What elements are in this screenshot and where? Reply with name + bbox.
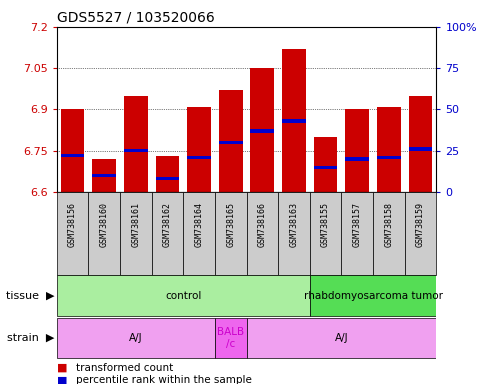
Bar xyxy=(219,141,243,144)
Text: control: control xyxy=(165,291,202,301)
Text: GSM738166: GSM738166 xyxy=(258,202,267,247)
Bar xyxy=(377,156,401,159)
Bar xyxy=(246,192,278,275)
Text: ■: ■ xyxy=(57,375,67,384)
Text: A/J: A/J xyxy=(129,333,142,343)
Text: tissue  ▶: tissue ▶ xyxy=(6,291,54,301)
Bar xyxy=(405,192,436,275)
Bar xyxy=(124,149,147,152)
Text: GSM738164: GSM738164 xyxy=(195,202,204,247)
Text: ■: ■ xyxy=(57,363,67,373)
Text: GSM738160: GSM738160 xyxy=(100,202,108,247)
Text: strain  ▶: strain ▶ xyxy=(7,333,54,343)
Bar xyxy=(278,192,310,275)
Bar xyxy=(346,109,369,192)
Bar xyxy=(219,90,243,192)
Text: GSM738158: GSM738158 xyxy=(385,202,393,247)
Bar xyxy=(92,159,116,192)
Text: rhabdomyosarcoma tumor: rhabdomyosarcoma tumor xyxy=(304,291,443,301)
Bar xyxy=(282,49,306,192)
Text: GSM738163: GSM738163 xyxy=(289,202,298,247)
Text: percentile rank within the sample: percentile rank within the sample xyxy=(76,375,252,384)
Bar xyxy=(250,129,274,132)
Text: A/J: A/J xyxy=(335,333,348,343)
Text: GDS5527 / 103520066: GDS5527 / 103520066 xyxy=(57,10,214,24)
Bar xyxy=(187,107,211,192)
Bar xyxy=(310,275,436,316)
Bar xyxy=(215,318,246,358)
Text: transformed count: transformed count xyxy=(76,363,174,373)
Bar xyxy=(61,154,84,157)
Text: BALB
/c: BALB /c xyxy=(217,327,244,349)
Bar xyxy=(124,96,147,192)
Text: GSM738162: GSM738162 xyxy=(163,202,172,247)
Text: GSM738156: GSM738156 xyxy=(68,202,77,247)
Bar xyxy=(409,147,432,151)
Bar xyxy=(250,68,274,192)
Text: GSM738159: GSM738159 xyxy=(416,202,425,247)
Bar xyxy=(120,192,152,275)
Bar xyxy=(187,156,211,159)
Bar xyxy=(215,192,246,275)
Bar xyxy=(61,109,84,192)
Bar xyxy=(57,275,310,316)
Bar xyxy=(346,157,369,161)
Bar xyxy=(409,96,432,192)
Text: GSM738155: GSM738155 xyxy=(321,202,330,247)
Bar xyxy=(246,318,436,358)
Bar xyxy=(92,174,116,177)
Bar xyxy=(57,318,215,358)
Bar xyxy=(152,192,183,275)
Bar xyxy=(373,192,405,275)
Text: GSM738157: GSM738157 xyxy=(352,202,362,247)
Bar xyxy=(88,192,120,275)
Bar xyxy=(282,119,306,122)
Bar xyxy=(156,156,179,192)
Bar xyxy=(57,192,88,275)
Text: GSM738165: GSM738165 xyxy=(226,202,235,247)
Bar xyxy=(310,192,341,275)
Bar xyxy=(377,107,401,192)
Bar xyxy=(183,192,215,275)
Bar xyxy=(341,192,373,275)
Bar xyxy=(314,137,337,192)
Text: GSM738161: GSM738161 xyxy=(131,202,141,247)
Bar xyxy=(156,177,179,180)
Bar xyxy=(314,166,337,169)
